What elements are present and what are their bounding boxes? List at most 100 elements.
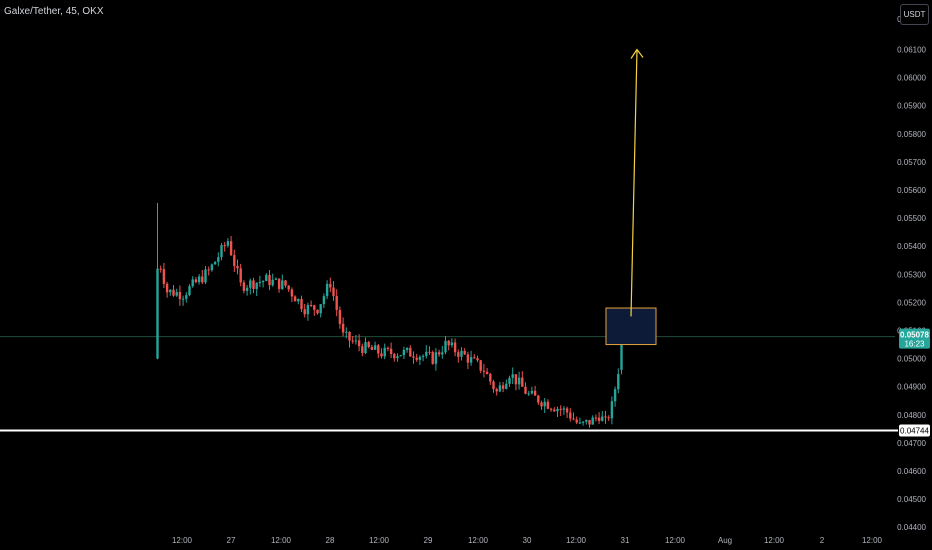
candle-body: [559, 408, 562, 410]
candle-body: [501, 385, 505, 389]
candle-body: [421, 355, 425, 357]
candle-body: [607, 417, 610, 419]
candle-body: [380, 353, 383, 357]
support-price-tag[interactable]: [899, 424, 930, 437]
candle-body: [492, 381, 495, 390]
candle-body: [309, 304, 313, 306]
candle-body: [485, 371, 489, 375]
candle-body: [437, 352, 441, 355]
candle-body: [329, 283, 332, 288]
candle-body: [562, 408, 566, 410]
candle-body: [415, 357, 418, 360]
time-tick-label: 27: [227, 536, 236, 545]
price-tick-label: 0.04600: [897, 467, 926, 476]
candle-body: [377, 345, 380, 354]
candle-body: [489, 374, 492, 382]
price-tick-label: 0.05800: [897, 130, 926, 139]
candle-body: [460, 350, 463, 357]
candle-body: [159, 268, 162, 270]
time-tick-label: 12:00: [764, 536, 785, 545]
candle-body: [399, 355, 402, 357]
candle-body: [521, 377, 524, 387]
price-tick-label: 0.05300: [897, 270, 926, 279]
candle-body: [255, 282, 258, 289]
candle-body: [396, 356, 399, 359]
currency-button[interactable]: USDT: [900, 4, 929, 25]
candle-body: [162, 269, 166, 284]
time-tick-label: 12:00: [566, 536, 587, 545]
candle-body: [249, 280, 252, 288]
time-tick-label: 12:00: [271, 536, 292, 545]
candle-body: [293, 296, 297, 302]
candle-body: [194, 279, 198, 283]
candle-body: [364, 342, 367, 354]
time-tick-label: 29: [424, 536, 433, 545]
candle-body: [434, 352, 438, 364]
candle-body: [268, 274, 271, 286]
candle-body: [181, 298, 185, 300]
candle-body: [319, 304, 322, 314]
price-tick-label: 0.05700: [897, 158, 926, 167]
target-arrow[interactable]: [630, 48, 644, 317]
candle-body: [178, 292, 182, 300]
time-tick-label: 30: [523, 536, 532, 545]
candle-body: [197, 276, 201, 283]
candle-body: [514, 374, 518, 385]
candle-body: [354, 340, 358, 342]
candle-body: [473, 357, 476, 359]
last-price-label: 0.05078: [900, 331, 929, 340]
candle-body: [325, 283, 329, 297]
candle-body: [569, 412, 572, 419]
last-price-tag[interactable]: [899, 328, 930, 349]
time-axis[interactable]: 12:00 27 12:00 28 12:00 29 12:00 30 12:00 31 12:00…: [172, 536, 883, 545]
candle-body: [175, 292, 178, 296]
candle-body: [553, 409, 556, 412]
candle-body: [223, 245, 226, 247]
candle-body: [482, 370, 486, 372]
candle-body: [389, 348, 393, 355]
price-tick-label: 0.05400: [897, 242, 926, 251]
time-tick-label: 12:00: [369, 536, 390, 545]
price-tick-label: 0.05500: [897, 214, 926, 223]
candle-body: [543, 401, 546, 407]
candle-body: [469, 357, 473, 363]
candle-body: [383, 347, 386, 357]
candle-body: [261, 281, 265, 283]
price-tick-label: 0.04800: [897, 411, 926, 420]
candle-body: [322, 296, 326, 305]
candle-body: [236, 265, 239, 269]
candle-body: [348, 331, 351, 341]
time-tick-label: 31: [621, 536, 630, 545]
time-tick-label: 12:00: [665, 536, 686, 545]
candlestick-series: [156, 202, 623, 428]
candle-body: [226, 241, 230, 246]
candle-body: [156, 268, 159, 359]
support-price-label: 0.04744: [900, 427, 929, 436]
time-tick-label: Aug: [718, 536, 732, 545]
candle-body: [351, 340, 354, 342]
candle-body: [597, 417, 601, 421]
candle-body: [265, 274, 268, 282]
candle-body: [207, 269, 210, 271]
candle-body: [287, 285, 290, 290]
candle-body: [620, 336, 623, 370]
candle-body: [284, 280, 287, 286]
candle-body: [495, 389, 498, 392]
price-tick-label: 0.05000: [897, 355, 926, 364]
candle-body: [341, 323, 345, 333]
candle-body: [517, 377, 521, 385]
arrow-shaft: [630, 49, 638, 317]
candle-body: [290, 289, 294, 297]
candle-body: [508, 377, 511, 384]
price-axis[interactable]: 0.06100 0.06000 0.05900 0.05800 0.05700 0.056…: [897, 15, 926, 532]
candle-body: [453, 342, 457, 353]
candle-body: [245, 287, 249, 291]
candle-body: [252, 280, 255, 289]
candle-body: [505, 383, 508, 389]
candle-body: [572, 418, 575, 420]
candle-body: [165, 283, 169, 293]
candle-body: [303, 309, 306, 315]
candle-body: [191, 279, 194, 287]
candle-body: [271, 279, 274, 286]
